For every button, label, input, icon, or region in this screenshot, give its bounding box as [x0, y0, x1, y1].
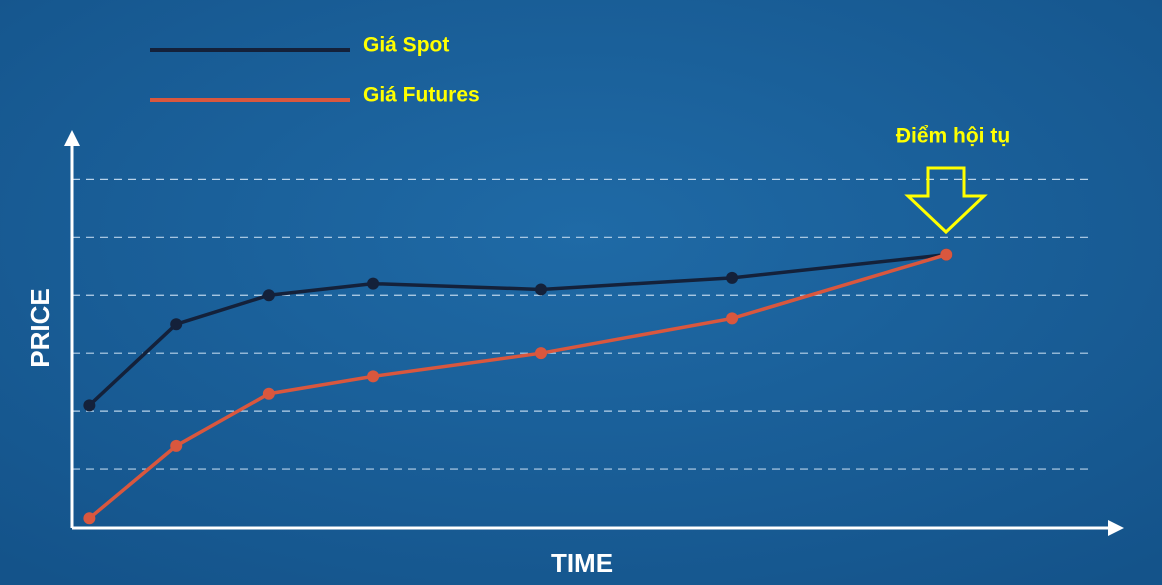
point	[170, 439, 183, 452]
convergence-arrow	[904, 166, 988, 235]
point	[367, 277, 380, 290]
point	[367, 370, 380, 383]
x-axis-label: TIME	[551, 548, 613, 578]
point	[940, 248, 953, 261]
point	[83, 399, 96, 412]
point	[170, 318, 183, 331]
annotation: Điểm hội tụ	[896, 125, 1010, 148]
x-axis-arrow	[1108, 520, 1124, 536]
point	[534, 283, 547, 296]
point	[726, 312, 739, 325]
point	[726, 271, 739, 284]
y-axis-label: PRICE	[25, 288, 55, 367]
y-axis-arrow	[64, 130, 80, 146]
point	[262, 387, 275, 400]
point	[534, 347, 547, 360]
point	[262, 289, 275, 302]
point	[83, 512, 96, 525]
legend-label: Giá Spot	[363, 34, 449, 57]
legend-label: Giá Futures	[363, 84, 480, 107]
